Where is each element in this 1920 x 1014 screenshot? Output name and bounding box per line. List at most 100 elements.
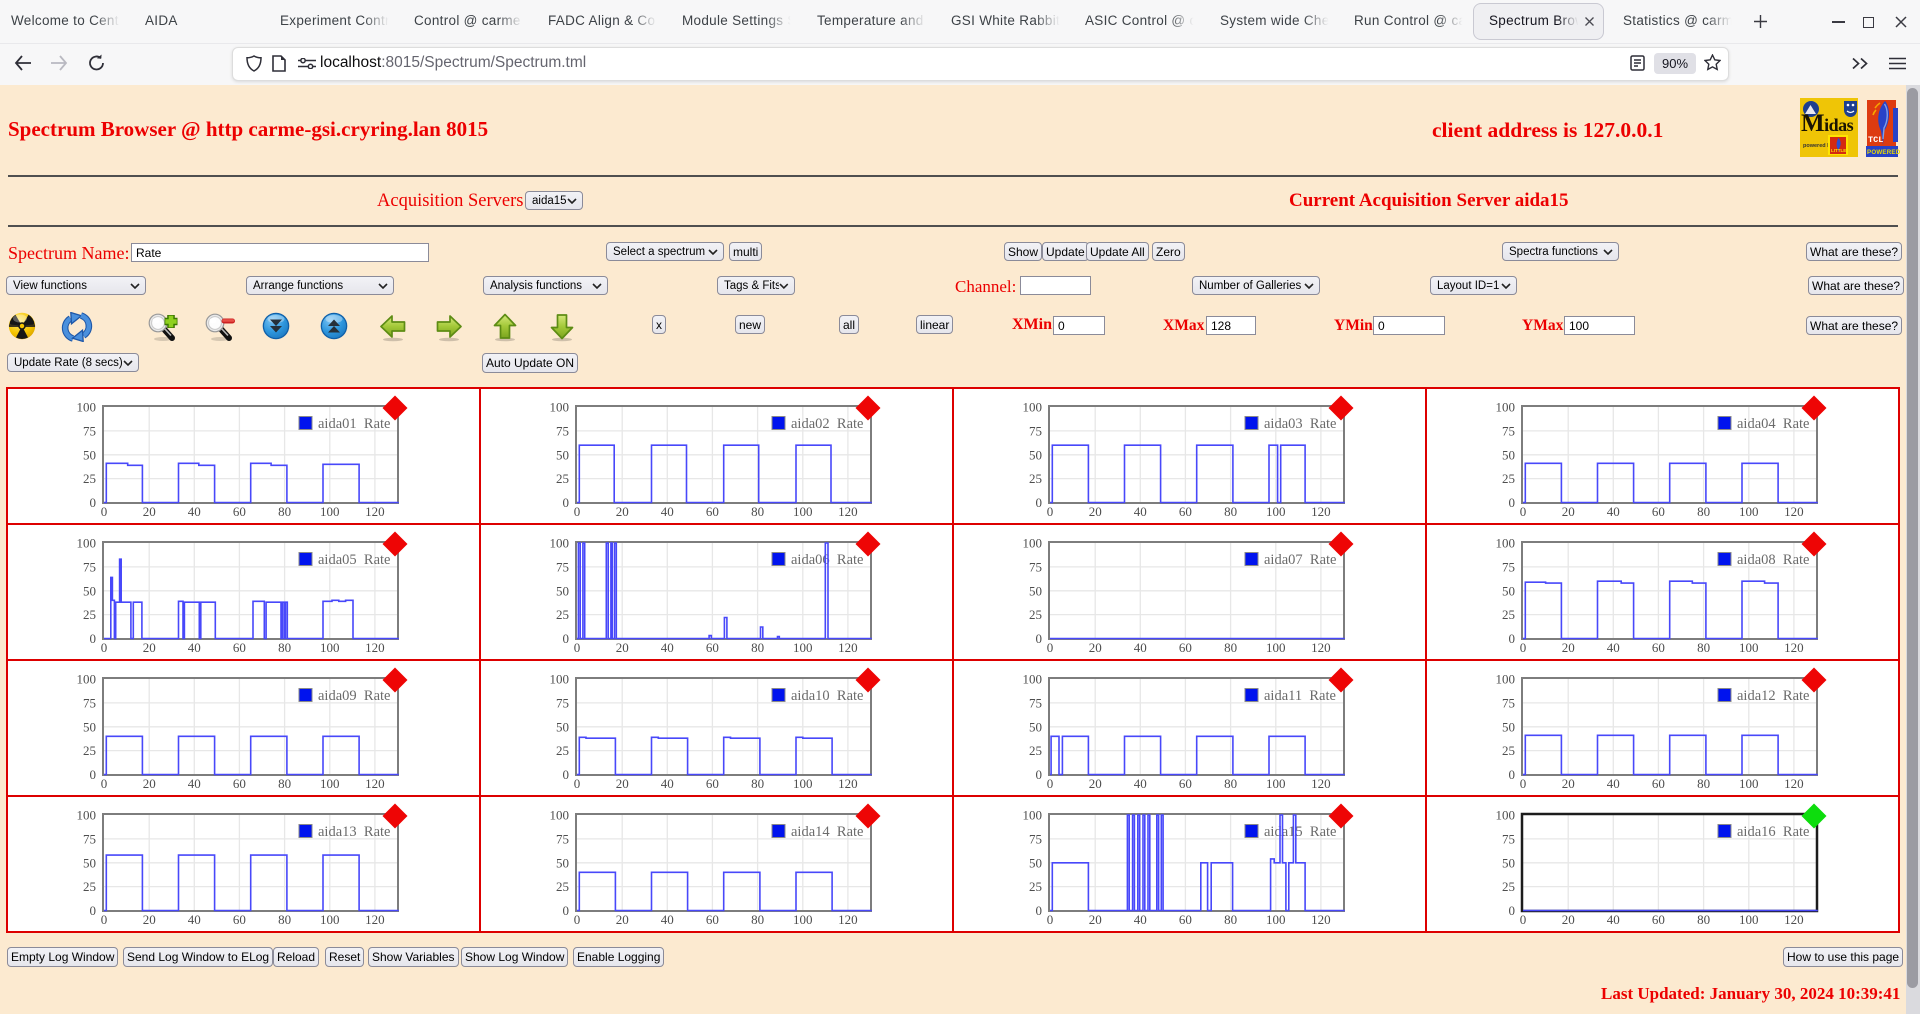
svg-text:aida02 Rate: aida02 Rate <box>791 416 863 432</box>
svg-text:0: 0 <box>90 495 97 510</box>
svg-text:25: 25 <box>556 879 569 894</box>
svg-text:120: 120 <box>838 776 858 791</box>
svg-text:aida15 Rate: aida15 Rate <box>1264 824 1336 840</box>
svg-text:80: 80 <box>751 912 764 927</box>
svg-text:25: 25 <box>1029 879 1042 894</box>
svg-text:0: 0 <box>1036 495 1043 510</box>
svg-text:75: 75 <box>556 695 569 710</box>
svg-text:40: 40 <box>661 776 674 791</box>
svg-text:40: 40 <box>1607 912 1620 927</box>
svg-text:0: 0 <box>563 495 570 510</box>
svg-text:75: 75 <box>1502 559 1515 574</box>
svg-text:75: 75 <box>556 559 569 574</box>
svg-text:0: 0 <box>1520 776 1527 791</box>
svg-text:20: 20 <box>616 776 629 791</box>
svg-text:100: 100 <box>77 672 97 687</box>
svg-text:aida03 Rate: aida03 Rate <box>1264 416 1336 432</box>
svg-text:60: 60 <box>233 912 246 927</box>
svg-text:50: 50 <box>1502 719 1515 734</box>
svg-text:aida04 Rate: aida04 Rate <box>1737 416 1809 432</box>
svg-text:100: 100 <box>793 912 813 927</box>
svg-text:80: 80 <box>1697 912 1710 927</box>
svg-text:120: 120 <box>838 504 858 519</box>
svg-text:0: 0 <box>90 903 97 918</box>
svg-text:60: 60 <box>1179 640 1192 655</box>
svg-text:100: 100 <box>320 640 340 655</box>
svg-text:aida01 Rate: aida01 Rate <box>318 416 390 432</box>
svg-text:100: 100 <box>1266 776 1286 791</box>
svg-text:80: 80 <box>751 640 764 655</box>
svg-text:60: 60 <box>1652 640 1665 655</box>
svg-text:120: 120 <box>1311 504 1331 519</box>
svg-text:120: 120 <box>365 776 385 791</box>
svg-text:0: 0 <box>1520 504 1527 519</box>
svg-text:80: 80 <box>751 776 764 791</box>
svg-text:0: 0 <box>563 631 570 646</box>
svg-text:100: 100 <box>1023 672 1043 687</box>
svg-text:25: 25 <box>1502 607 1515 622</box>
svg-text:0: 0 <box>574 776 581 791</box>
svg-text:100: 100 <box>793 504 813 519</box>
svg-text:20: 20 <box>1089 640 1102 655</box>
svg-text:aida05 Rate: aida05 Rate <box>318 552 390 568</box>
svg-text:60: 60 <box>1652 776 1665 791</box>
svg-text:100: 100 <box>550 536 570 551</box>
svg-text:aida12 Rate: aida12 Rate <box>1737 688 1809 704</box>
svg-text:60: 60 <box>1652 504 1665 519</box>
svg-text:40: 40 <box>188 640 201 655</box>
svg-text:100: 100 <box>550 808 570 823</box>
svg-text:0: 0 <box>1036 631 1043 646</box>
svg-text:40: 40 <box>1134 912 1147 927</box>
svg-text:75: 75 <box>83 831 96 846</box>
svg-text:20: 20 <box>1089 912 1102 927</box>
svg-text:120: 120 <box>1311 912 1331 927</box>
svg-text:100: 100 <box>1266 640 1286 655</box>
svg-text:120: 120 <box>365 912 385 927</box>
svg-text:25: 25 <box>1029 743 1042 758</box>
svg-text:0: 0 <box>101 640 108 655</box>
svg-text:120: 120 <box>1784 640 1804 655</box>
svg-text:50: 50 <box>1502 447 1515 462</box>
svg-text:0: 0 <box>563 903 570 918</box>
svg-text:120: 120 <box>365 640 385 655</box>
svg-text:100: 100 <box>1496 808 1516 823</box>
svg-text:0: 0 <box>90 631 97 646</box>
svg-text:0: 0 <box>574 504 581 519</box>
svg-text:75: 75 <box>556 831 569 846</box>
svg-text:50: 50 <box>1502 855 1515 870</box>
svg-text:aida13 Rate: aida13 Rate <box>318 824 390 840</box>
svg-text:0: 0 <box>1520 640 1527 655</box>
svg-text:80: 80 <box>1697 504 1710 519</box>
svg-text:60: 60 <box>233 776 246 791</box>
svg-text:60: 60 <box>1652 912 1665 927</box>
svg-text:25: 25 <box>1502 471 1515 486</box>
svg-text:40: 40 <box>661 504 674 519</box>
svg-text:0: 0 <box>1509 767 1516 782</box>
svg-text:50: 50 <box>83 855 96 870</box>
svg-text:100: 100 <box>77 536 97 551</box>
svg-text:120: 120 <box>365 504 385 519</box>
svg-text:0: 0 <box>574 640 581 655</box>
svg-text:25: 25 <box>83 743 96 758</box>
svg-text:100: 100 <box>1496 672 1516 687</box>
svg-text:80: 80 <box>1697 776 1710 791</box>
svg-text:60: 60 <box>1179 504 1192 519</box>
svg-text:40: 40 <box>661 640 674 655</box>
svg-text:120: 120 <box>1784 504 1804 519</box>
svg-text:100: 100 <box>1496 536 1516 551</box>
svg-text:25: 25 <box>83 879 96 894</box>
svg-text:75: 75 <box>83 423 96 438</box>
svg-text:40: 40 <box>188 776 201 791</box>
svg-text:100: 100 <box>1739 912 1759 927</box>
svg-text:aida11 Rate: aida11 Rate <box>1264 688 1336 704</box>
svg-text:20: 20 <box>143 504 156 519</box>
svg-text:20: 20 <box>1089 776 1102 791</box>
svg-text:100: 100 <box>1496 400 1516 415</box>
svg-text:40: 40 <box>1607 504 1620 519</box>
svg-text:120: 120 <box>838 640 858 655</box>
svg-text:60: 60 <box>706 640 719 655</box>
svg-text:25: 25 <box>556 607 569 622</box>
svg-text:100: 100 <box>1739 640 1759 655</box>
svg-text:40: 40 <box>188 504 201 519</box>
svg-text:50: 50 <box>556 583 569 598</box>
